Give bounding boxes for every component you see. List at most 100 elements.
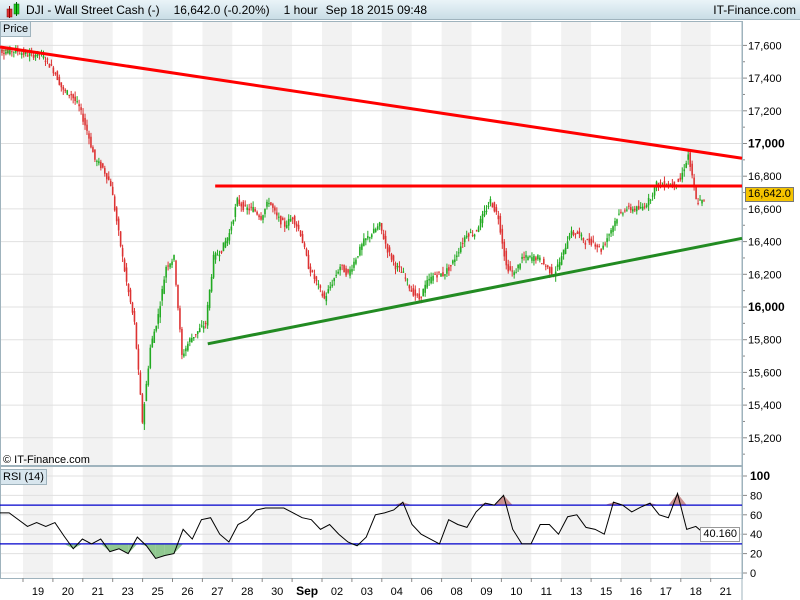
candle-body xyxy=(129,289,132,303)
candle-body xyxy=(117,218,120,231)
datetime: Sep 18 2015 09:48 xyxy=(325,2,428,17)
candle-body xyxy=(66,90,69,95)
candle-body xyxy=(111,186,114,196)
x-tick-label: 06 xyxy=(421,586,433,598)
candle-body xyxy=(469,232,472,234)
candle-body xyxy=(691,163,693,176)
candlestick-logo-icon xyxy=(6,1,20,18)
candle-body xyxy=(317,283,320,285)
candle-body xyxy=(7,51,9,53)
y-tick-label: 15,400 xyxy=(748,400,782,412)
candle-body xyxy=(361,244,363,250)
candle-body xyxy=(499,215,502,233)
candle-body xyxy=(48,63,51,68)
candle-body xyxy=(329,286,332,289)
candle-body xyxy=(236,198,239,206)
candle-body xyxy=(347,269,349,273)
candle-body xyxy=(191,337,193,343)
candle-body xyxy=(568,235,571,240)
candle-body xyxy=(341,264,343,266)
candle-body xyxy=(167,265,169,267)
oversold-fill xyxy=(109,543,120,552)
candle-body xyxy=(541,263,543,265)
y-tick-label: 16,000 xyxy=(748,300,785,314)
candle-body xyxy=(262,215,264,220)
candle-body xyxy=(422,288,424,297)
candle-body xyxy=(153,331,156,343)
candle-body xyxy=(171,261,173,265)
candle-body xyxy=(285,225,288,228)
candle-body xyxy=(212,254,215,278)
candle-body xyxy=(246,207,248,210)
candle-body xyxy=(632,209,634,212)
candle-body xyxy=(50,64,53,66)
candle-body xyxy=(159,306,161,318)
candle-body xyxy=(523,256,525,258)
candle-body xyxy=(307,254,310,269)
candle-body xyxy=(511,270,513,272)
candle-body xyxy=(641,206,644,210)
candle-body xyxy=(248,208,250,211)
candle-body xyxy=(564,247,567,254)
candle-body xyxy=(390,254,393,260)
candle-body xyxy=(351,269,353,272)
candle-body xyxy=(268,203,270,205)
interval[interactable]: 1 hour xyxy=(283,2,318,17)
candle-body xyxy=(408,285,411,289)
candle-body xyxy=(370,234,373,238)
brand-link[interactable]: IT-Finance.com xyxy=(713,3,796,17)
candle-body xyxy=(299,230,302,236)
candle-body xyxy=(639,207,642,209)
candle-body xyxy=(600,248,602,252)
candle-body xyxy=(42,55,45,59)
candle-body xyxy=(113,196,116,211)
candle-body xyxy=(606,238,608,242)
candle-body xyxy=(5,51,7,54)
candle-body xyxy=(266,201,268,207)
x-tick-label: 02 xyxy=(331,586,343,598)
y-tick-label: 16,800 xyxy=(748,171,782,183)
candle-body xyxy=(204,322,207,324)
candle-body xyxy=(163,279,165,294)
candle-body xyxy=(232,220,235,224)
candle-body xyxy=(305,248,308,256)
x-tick-label: 04 xyxy=(391,586,403,598)
candle-body xyxy=(60,82,63,88)
candle-body xyxy=(32,54,35,58)
oversold-fill xyxy=(100,543,110,552)
candle-body xyxy=(333,278,336,282)
price-panel-label[interactable]: Price xyxy=(0,21,32,37)
candle-body xyxy=(392,255,395,262)
y-tick-label: 15,800 xyxy=(748,335,782,347)
candle-body xyxy=(157,314,160,324)
overbought-fill xyxy=(668,493,678,506)
candle-body xyxy=(256,211,258,215)
candle-body xyxy=(426,279,428,288)
candle-body xyxy=(570,230,573,236)
candle-body xyxy=(566,241,569,249)
candle-body xyxy=(481,214,484,224)
candle-body xyxy=(274,207,276,211)
candle-body xyxy=(586,239,589,241)
candle-body xyxy=(76,101,78,103)
candle-body xyxy=(701,199,703,204)
candle-body xyxy=(272,203,274,208)
candle-body xyxy=(461,243,464,245)
overbought-fill xyxy=(402,502,413,506)
candle-body xyxy=(491,203,494,208)
candle-body xyxy=(582,238,585,241)
candle-body xyxy=(556,264,559,268)
rsi-panel-label[interactable]: RSI (14) xyxy=(0,469,47,485)
candle-body xyxy=(254,209,256,212)
rsi-tick-label: 0 xyxy=(750,568,756,580)
y-tick-label: 15,600 xyxy=(748,367,782,379)
candle-body xyxy=(355,259,357,264)
candle-body xyxy=(410,289,413,292)
candle-body xyxy=(214,252,217,260)
candle-body xyxy=(98,161,100,164)
candle-body xyxy=(406,279,409,281)
candle-body xyxy=(416,294,419,296)
candle-body xyxy=(446,268,448,274)
candle-body xyxy=(562,249,565,255)
